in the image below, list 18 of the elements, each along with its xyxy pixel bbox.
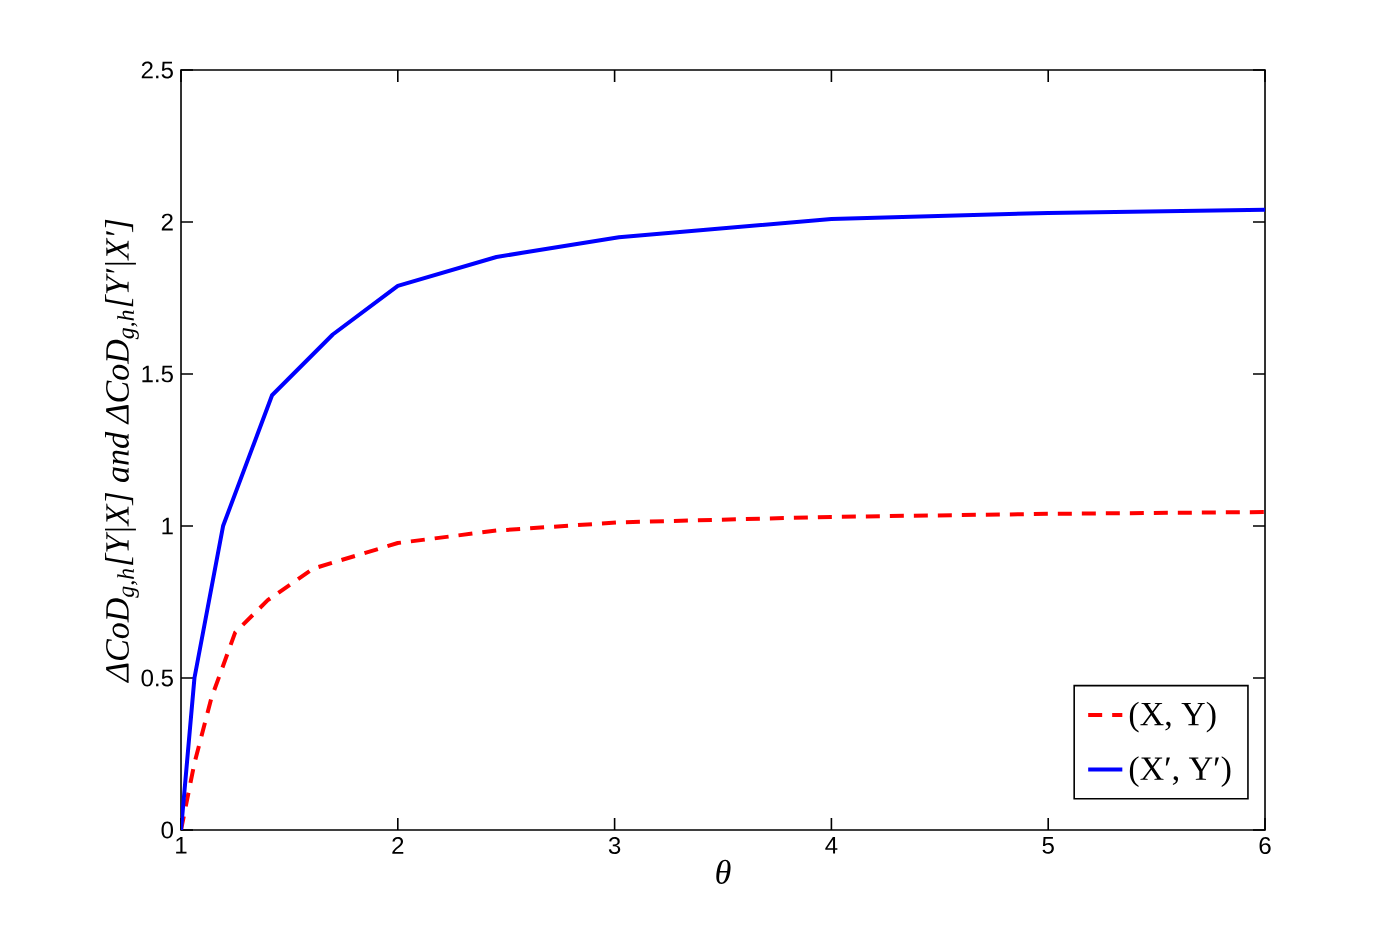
x-tick-label: 3 bbox=[608, 837, 621, 855]
y-tick-label: 2 bbox=[161, 213, 173, 231]
legend-label: (X′, Y′) bbox=[1129, 756, 1231, 788]
y-tick-label: 0 bbox=[161, 821, 174, 839]
x-tick-label: 1 bbox=[176, 837, 187, 854]
legend-label: (X, Y) bbox=[1129, 701, 1216, 733]
x-tick-label: 5 bbox=[1042, 837, 1054, 854]
x-tick-label: 6 bbox=[1259, 837, 1271, 855]
x-tick-label: 4 bbox=[825, 837, 838, 854]
y-tick-label: 2.5 bbox=[141, 61, 173, 79]
y-tick-label: 1.5 bbox=[142, 365, 173, 383]
line-series bbox=[181, 207, 1266, 830]
x-axis-title: θ bbox=[716, 859, 731, 884]
line-series bbox=[181, 510, 1266, 830]
y-tick-label: 0.5 bbox=[141, 669, 173, 687]
y-tick-label: 1 bbox=[162, 517, 173, 535]
y-axis-title: ΔCoD$_{g,h}$[Y|X] and ΔCoD$_{g,h}$[Y′|X′] bbox=[105, 219, 139, 683]
x-tick-label: 2 bbox=[392, 837, 404, 854]
